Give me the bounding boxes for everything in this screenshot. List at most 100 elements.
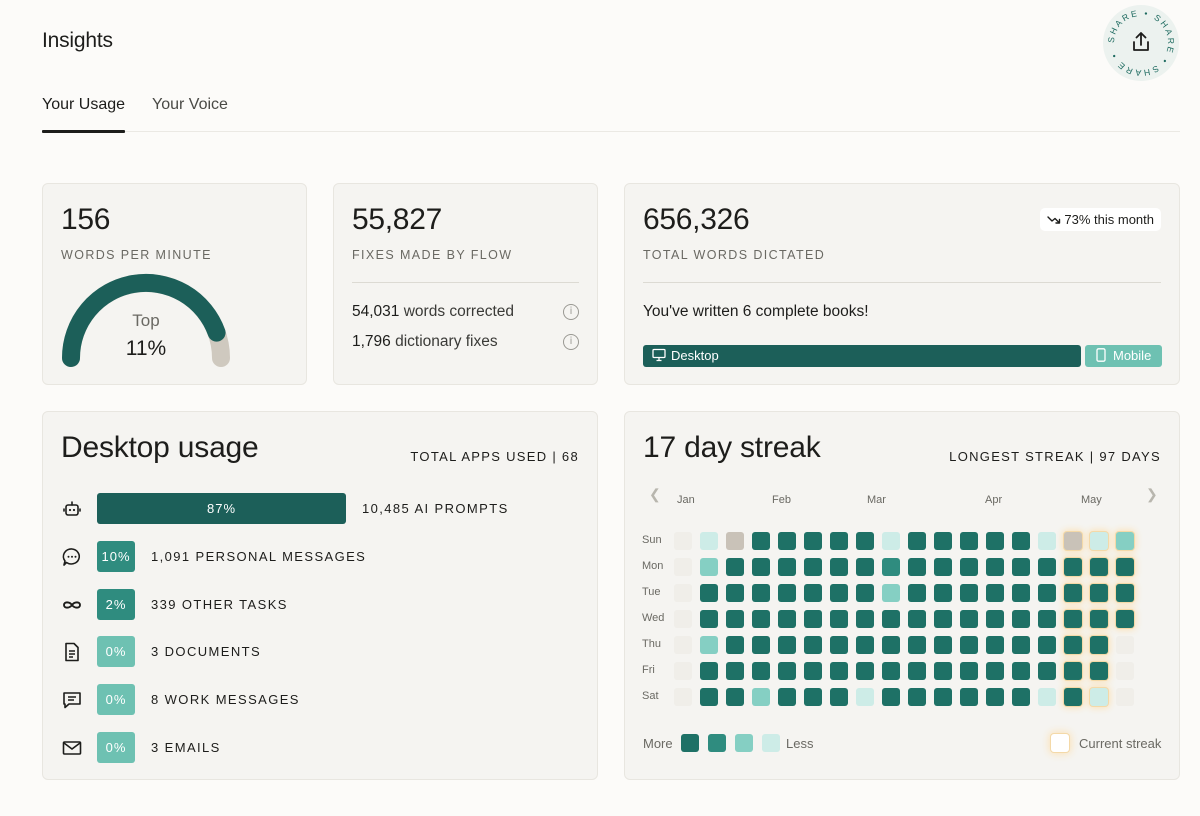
heatmap-cell[interactable] [1064,532,1082,550]
heatmap-cell[interactable] [934,558,952,576]
heatmap-cell[interactable] [1116,584,1134,602]
heatmap-cell[interactable] [830,610,848,628]
heatmap-cell[interactable] [1012,688,1030,706]
heatmap-cell[interactable] [674,558,692,576]
heatmap-cell[interactable] [1116,662,1134,680]
heatmap-cell[interactable] [674,584,692,602]
heatmap-cell[interactable] [1038,532,1056,550]
next-month-arrow[interactable]: ❯ [1146,486,1158,502]
heatmap-cell[interactable] [856,584,874,602]
heatmap-cell[interactable] [960,610,978,628]
heatmap-cell[interactable] [804,558,822,576]
heatmap-cell[interactable] [960,636,978,654]
heatmap-cell[interactable] [830,688,848,706]
heatmap-cell[interactable] [700,662,718,680]
heatmap-cell[interactable] [960,584,978,602]
heatmap-cell[interactable] [882,688,900,706]
heatmap-cell[interactable] [674,662,692,680]
heatmap-cell[interactable] [1064,636,1082,654]
heatmap-cell[interactable] [986,610,1004,628]
heatmap-cell[interactable] [934,662,952,680]
heatmap-cell[interactable] [1116,636,1134,654]
heatmap-cell[interactable] [1090,558,1108,576]
heatmap-cell[interactable] [674,610,692,628]
heatmap-cell[interactable] [1012,662,1030,680]
heatmap-cell[interactable] [700,636,718,654]
heatmap-cell[interactable] [700,532,718,550]
heatmap-cell[interactable] [1090,584,1108,602]
heatmap-cell[interactable] [804,532,822,550]
heatmap-cell[interactable] [1116,688,1134,706]
heatmap-cell[interactable] [1038,584,1056,602]
heatmap-cell[interactable] [1116,532,1134,550]
heatmap-cell[interactable] [700,688,718,706]
heatmap-cell[interactable] [1012,636,1030,654]
heatmap-cell[interactable] [752,688,770,706]
heatmap-cell[interactable] [726,558,744,576]
heatmap-cell[interactable] [778,532,796,550]
info-icon[interactable]: i [563,334,579,350]
heatmap-cell[interactable] [830,558,848,576]
heatmap-cell[interactable] [726,636,744,654]
heatmap-cell[interactable] [934,688,952,706]
share-button[interactable]: SHARE • SHARE • SHARE • [1103,5,1179,81]
heatmap-cell[interactable] [1090,610,1108,628]
heatmap-cell[interactable] [908,636,926,654]
heatmap-cell[interactable] [804,584,822,602]
info-icon[interactable]: i [563,304,579,320]
heatmap-cell[interactable] [1012,610,1030,628]
heatmap-cell[interactable] [778,662,796,680]
heatmap-cell[interactable] [1116,558,1134,576]
heatmap-cell[interactable] [700,584,718,602]
heatmap-cell[interactable] [1090,662,1108,680]
heatmap-cell[interactable] [778,636,796,654]
heatmap-cell[interactable] [856,610,874,628]
heatmap-cell[interactable] [1090,688,1108,706]
heatmap-cell[interactable] [1064,584,1082,602]
heatmap-cell[interactable] [1038,558,1056,576]
tab-your-usage[interactable]: Your Usage [42,96,126,133]
heatmap-cell[interactable] [830,532,848,550]
heatmap-cell[interactable] [882,636,900,654]
heatmap-cell[interactable] [986,662,1004,680]
heatmap-cell[interactable] [882,584,900,602]
heatmap-cell[interactable] [804,610,822,628]
heatmap-cell[interactable] [1090,636,1108,654]
heatmap-cell[interactable] [674,688,692,706]
heatmap-cell[interactable] [856,688,874,706]
heatmap-cell[interactable] [856,662,874,680]
heatmap-cell[interactable] [934,532,952,550]
heatmap-cell[interactable] [804,636,822,654]
heatmap-cell[interactable] [934,584,952,602]
heatmap-cell[interactable] [882,558,900,576]
heatmap-cell[interactable] [674,636,692,654]
heatmap-cell[interactable] [674,532,692,550]
tab-your-voice[interactable]: Your Voice [152,96,228,113]
heatmap-cell[interactable] [882,610,900,628]
heatmap-cell[interactable] [1090,532,1108,550]
prev-month-arrow[interactable]: ❮ [649,486,661,502]
heatmap-cell[interactable] [752,584,770,602]
heatmap-cell[interactable] [908,662,926,680]
heatmap-cell[interactable] [856,532,874,550]
heatmap-cell[interactable] [752,558,770,576]
heatmap-cell[interactable] [986,532,1004,550]
heatmap-cell[interactable] [882,662,900,680]
heatmap-cell[interactable] [726,688,744,706]
heatmap-cell[interactable] [1038,688,1056,706]
heatmap-cell[interactable] [1064,662,1082,680]
heatmap-cell[interactable] [960,662,978,680]
heatmap-cell[interactable] [908,610,926,628]
heatmap-cell[interactable] [726,584,744,602]
heatmap-cell[interactable] [986,558,1004,576]
heatmap-cell[interactable] [778,688,796,706]
heatmap-cell[interactable] [1038,610,1056,628]
heatmap-cell[interactable] [1012,584,1030,602]
heatmap-cell[interactable] [1038,636,1056,654]
heatmap-cell[interactable] [752,636,770,654]
heatmap-cell[interactable] [934,610,952,628]
heatmap-cell[interactable] [778,584,796,602]
heatmap-cell[interactable] [1012,558,1030,576]
heatmap-cell[interactable] [830,662,848,680]
heatmap-cell[interactable] [960,558,978,576]
